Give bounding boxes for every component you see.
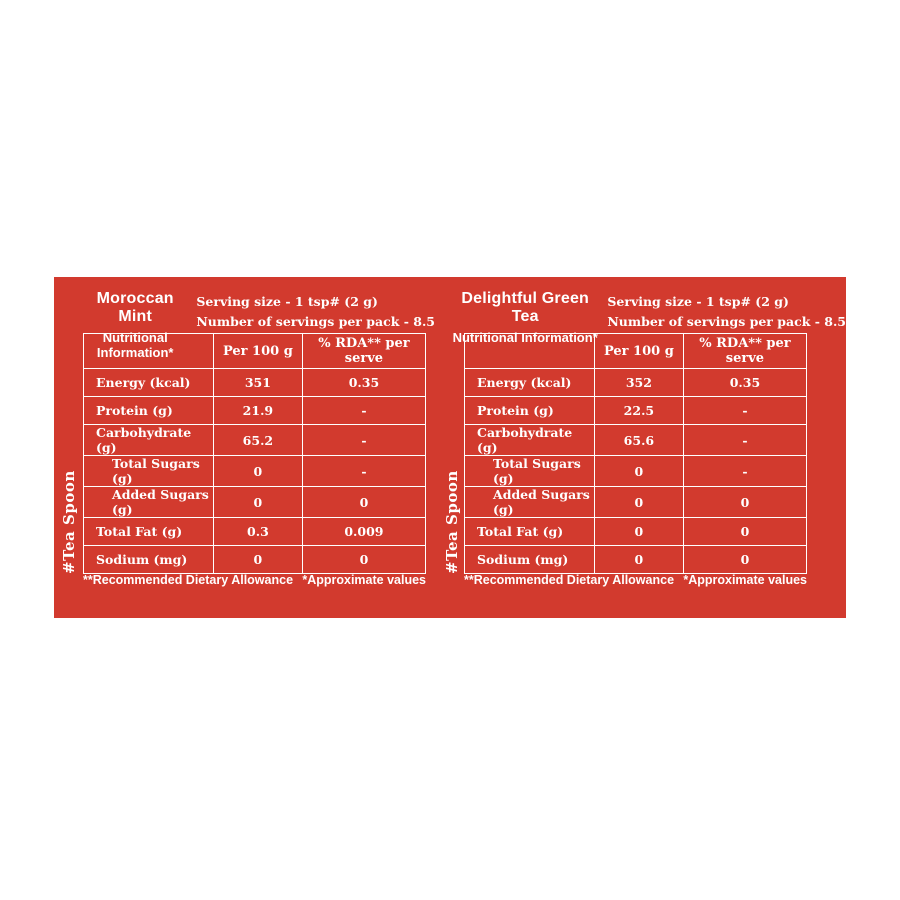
table-row: Sodium (mg) 0 0 bbox=[464, 545, 808, 574]
row-label: Energy (kcal) bbox=[83, 368, 214, 397]
row-per100-value: 65.6 bbox=[593, 424, 684, 456]
header-cell-blank bbox=[83, 333, 214, 369]
row-per100-value: 65.2 bbox=[212, 424, 303, 456]
row-per100-value: 21.9 bbox=[212, 396, 303, 425]
footnotes: **Recommended Dietary Allowance *Approxi… bbox=[464, 573, 807, 587]
section-delightful-green-tea: Delightful Green Tea Nutritional Informa… bbox=[435, 277, 846, 618]
row-per100-value: 352 bbox=[593, 368, 684, 397]
rda-footnote: **Recommended Dietary Allowance bbox=[83, 573, 294, 587]
row-rda-value: 0 bbox=[682, 486, 808, 518]
table-row: Protein (g) 21.9 - bbox=[83, 396, 427, 425]
table-row: Added Sugars (g) 0 0 bbox=[83, 486, 427, 518]
row-rda-value: - bbox=[301, 455, 427, 487]
row-label: Protein (g) bbox=[83, 396, 214, 425]
serving-size-line: Serving size - 1 tsp# (2 g) bbox=[607, 294, 789, 309]
serving-info: Serving size - 1 tsp# (2 g) Number of se… bbox=[196, 292, 435, 360]
row-rda-value: 0 bbox=[301, 545, 427, 574]
table-header-row: Per 100 g % RDA** per serve bbox=[464, 333, 808, 369]
row-rda-value: 0 bbox=[682, 545, 808, 574]
row-label: Total Sugars (g) bbox=[464, 455, 595, 487]
servings-per-pack-line: Number of servings per pack - 8.5 bbox=[196, 314, 435, 329]
row-per100-value: 22.5 bbox=[593, 396, 684, 425]
approximate-values-footnote: *Approximate values bbox=[683, 573, 807, 587]
row-rda-value: 0 bbox=[682, 517, 808, 546]
row-rda-value: - bbox=[301, 424, 427, 456]
row-rda-value: - bbox=[682, 455, 808, 487]
row-label: Total Fat (g) bbox=[464, 517, 595, 546]
header-cell-blank bbox=[464, 333, 595, 369]
row-label: Added Sugars (g) bbox=[464, 486, 595, 518]
table-row: Sodium (mg) 0 0 bbox=[83, 545, 427, 574]
row-rda-value: - bbox=[682, 396, 808, 425]
row-per100-value: 0 bbox=[212, 486, 303, 518]
row-rda-value: 0.35 bbox=[301, 368, 427, 397]
table-row: Energy (kcal) 352 0.35 bbox=[464, 368, 808, 397]
row-rda-value: 0 bbox=[301, 486, 427, 518]
table-row: Total Sugars (g) 0 - bbox=[464, 455, 808, 487]
row-label: Carbohydrate (g) bbox=[464, 424, 595, 456]
row-per100-value: 0.3 bbox=[212, 517, 303, 546]
row-rda-value: 0.009 bbox=[301, 517, 427, 546]
row-per100-value: 0 bbox=[593, 545, 684, 574]
approximate-values-footnote: *Approximate values bbox=[302, 573, 426, 587]
nutrition-label-panel: Moroccan Mint Nutritional Information* S… bbox=[54, 277, 846, 618]
table-row: Carbohydrate (g) 65.2 - bbox=[83, 424, 427, 456]
header-cell-rda: % RDA** per serve bbox=[682, 333, 808, 369]
row-label: Added Sugars (g) bbox=[83, 486, 214, 518]
footnotes: **Recommended Dietary Allowance *Approxi… bbox=[83, 573, 426, 587]
row-per100-value: 351 bbox=[212, 368, 303, 397]
row-per100-value: 0 bbox=[212, 455, 303, 487]
row-label: Sodium (mg) bbox=[83, 545, 214, 574]
row-rda-value: 0.35 bbox=[682, 368, 808, 397]
row-per100-value: 0 bbox=[212, 545, 303, 574]
row-per100-value: 0 bbox=[593, 517, 684, 546]
table-header-row: Per 100 g % RDA** per serve bbox=[83, 333, 427, 369]
table-row: Total Fat (g) 0.3 0.009 bbox=[83, 517, 427, 546]
section-moroccan-mint: Moroccan Mint Nutritional Information* S… bbox=[54, 277, 435, 618]
product-title: Moroccan Mint bbox=[96, 290, 174, 325]
nutrition-table: Per 100 g % RDA** per serve Energy (kcal… bbox=[464, 333, 808, 574]
tea-spoon-vertical-label: #Tea Spoon bbox=[443, 470, 461, 574]
row-label: Total Fat (g) bbox=[83, 517, 214, 546]
product-title: Delightful Green Tea bbox=[461, 290, 590, 325]
row-rda-value: - bbox=[301, 396, 427, 425]
row-label: Carbohydrate (g) bbox=[83, 424, 214, 456]
header-cell-per100g: Per 100 g bbox=[593, 333, 684, 369]
table-row: Added Sugars (g) 0 0 bbox=[464, 486, 808, 518]
servings-per-pack-line: Number of servings per pack - 8.5 bbox=[607, 314, 846, 329]
row-label: Total Sugars (g) bbox=[83, 455, 214, 487]
table-row: Total Fat (g) 0 0 bbox=[464, 517, 808, 546]
row-per100-value: 0 bbox=[593, 486, 684, 518]
rda-footnote: **Recommended Dietary Allowance bbox=[464, 573, 675, 587]
row-rda-value: - bbox=[682, 424, 808, 456]
serving-size-line: Serving size - 1 tsp# (2 g) bbox=[196, 294, 378, 309]
row-label: Energy (kcal) bbox=[464, 368, 595, 397]
row-per100-value: 0 bbox=[593, 455, 684, 487]
header-cell-rda: % RDA** per serve bbox=[301, 333, 427, 369]
serving-info: Serving size - 1 tsp# (2 g) Number of se… bbox=[607, 292, 846, 345]
header-cell-per100g: Per 100 g bbox=[212, 333, 303, 369]
table-row: Energy (kcal) 351 0.35 bbox=[83, 368, 427, 397]
row-label: Sodium (mg) bbox=[464, 545, 595, 574]
table-row: Total Sugars (g) 0 - bbox=[83, 455, 427, 487]
tea-spoon-vertical-label: #Tea Spoon bbox=[60, 470, 78, 574]
table-row: Protein (g) 22.5 - bbox=[464, 396, 808, 425]
row-label: Protein (g) bbox=[464, 396, 595, 425]
table-row: Carbohydrate (g) 65.6 - bbox=[464, 424, 808, 456]
nutrition-table: Per 100 g % RDA** per serve Energy (kcal… bbox=[83, 333, 427, 574]
